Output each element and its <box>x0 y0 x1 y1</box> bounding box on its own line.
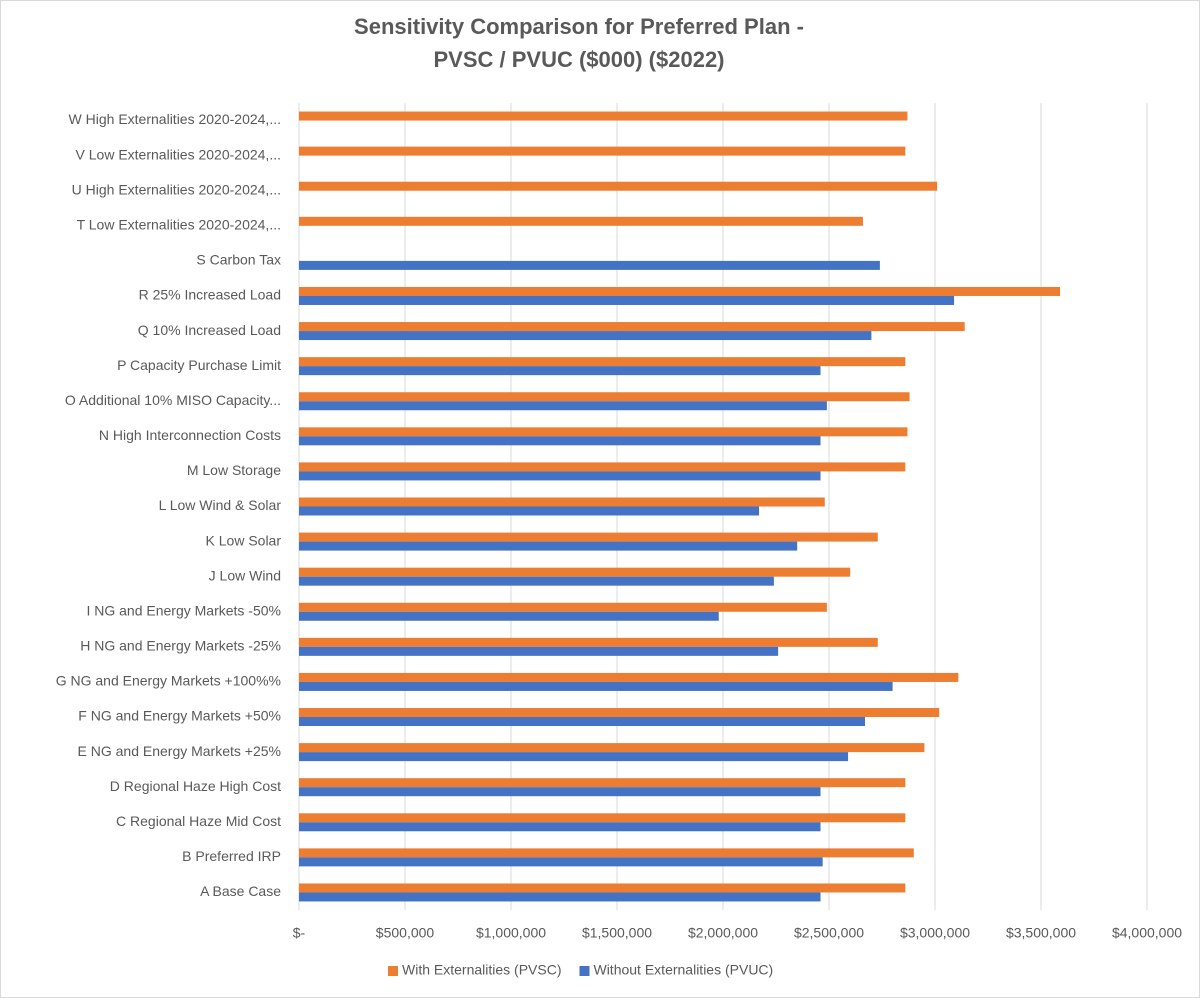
bar <box>299 743 925 753</box>
bar <box>299 295 955 305</box>
y-tick-label: H NG and Energy Markets -25% <box>80 638 281 654</box>
legend-label: Without Externalities (PVUC) <box>593 962 773 978</box>
y-tick-label: J Low Wind <box>209 567 281 583</box>
x-tick-label: $4,000,000 <box>1112 925 1182 941</box>
x-tick-label: $2,000,000 <box>688 925 758 941</box>
bar <box>299 541 798 551</box>
x-tick-label: $500,000 <box>376 925 435 941</box>
bar <box>299 822 821 832</box>
bar <box>299 286 1061 296</box>
y-tick-label: Q 10% Increased Load <box>138 322 281 338</box>
x-tick-label: $- <box>293 925 306 941</box>
bar <box>299 181 938 191</box>
bar <box>299 717 866 727</box>
x-tick-label: $1,000,000 <box>476 925 546 941</box>
y-tick-label: F NG and Energy Markets +50% <box>78 708 281 724</box>
bar <box>299 646 779 656</box>
legend-swatch <box>388 966 398 976</box>
bar <box>299 532 878 542</box>
chart-title: Sensitivity Comparison for Preferred Pla… <box>354 14 804 39</box>
legend-swatch <box>579 966 590 976</box>
bar <box>299 681 893 691</box>
bar <box>299 366 821 376</box>
bar <box>299 672 959 682</box>
bar <box>299 260 880 270</box>
bar <box>299 576 774 586</box>
x-tick-label: $1,500,000 <box>582 925 652 941</box>
x-tick-label: $3,500,000 <box>1006 925 1076 941</box>
y-tick-label: P Capacity Purchase Limit <box>117 357 281 373</box>
x-tick-label: $2,500,000 <box>794 925 864 941</box>
bar <box>299 506 760 516</box>
y-tick-label: U High Externalities 2020-2024,... <box>72 181 281 197</box>
y-tick-label: I NG and Energy Markets -50% <box>86 602 281 618</box>
y-tick-label: N High Interconnection Costs <box>99 427 281 443</box>
bar <box>299 602 827 612</box>
y-tick-label: W High Externalities 2020-2024,... <box>69 111 281 127</box>
bar <box>299 462 906 472</box>
y-tick-label: V Low Externalities 2020-2024,... <box>76 146 281 162</box>
bar <box>299 331 872 341</box>
y-tick-label: C Regional Haze Mid Cost <box>116 813 281 829</box>
bar <box>299 111 908 121</box>
bar <box>299 471 821 481</box>
bar <box>299 787 821 797</box>
y-tick-label: A Base Case <box>200 883 281 899</box>
y-tick-label: T Low Externalities 2020-2024,... <box>77 217 281 233</box>
y-tick-label: D Regional Haze High Cost <box>110 778 281 794</box>
bar <box>299 611 719 621</box>
bar <box>299 857 823 867</box>
chart-title: PVSC / PVUC ($000) ($2022) <box>433 47 724 72</box>
bar <box>299 146 906 156</box>
bar <box>299 883 906 893</box>
bar <box>299 637 878 647</box>
y-tick-label: R 25% Increased Load <box>139 287 281 303</box>
x-tick-label: $3,000,000 <box>900 925 970 941</box>
bar <box>299 813 906 823</box>
y-tick-label: G NG and Energy Markets +100%% <box>56 673 281 689</box>
bar <box>299 401 827 411</box>
y-tick-label: K Low Solar <box>206 532 282 548</box>
y-tick-label: L Low Wind & Solar <box>159 497 282 513</box>
bar <box>299 892 821 902</box>
legend-label: With Externalities (PVSC) <box>402 962 561 978</box>
bar <box>299 497 825 507</box>
bar <box>299 427 908 437</box>
y-tick-label: O Additional 10% MISO Capacity... <box>65 392 281 408</box>
y-tick-label: E NG and Energy Markets +25% <box>78 743 282 759</box>
bar <box>299 848 914 858</box>
bar <box>299 436 821 446</box>
bar <box>299 567 851 577</box>
bar <box>299 357 906 367</box>
bar <box>299 778 906 788</box>
bar <box>299 322 965 332</box>
bar <box>299 752 849 762</box>
bar <box>299 708 940 718</box>
y-tick-label: B Preferred IRP <box>182 848 281 864</box>
bar <box>299 216 863 226</box>
y-tick-label: S Carbon Tax <box>196 252 281 268</box>
y-tick-label: M Low Storage <box>187 462 281 478</box>
bar <box>299 392 910 402</box>
